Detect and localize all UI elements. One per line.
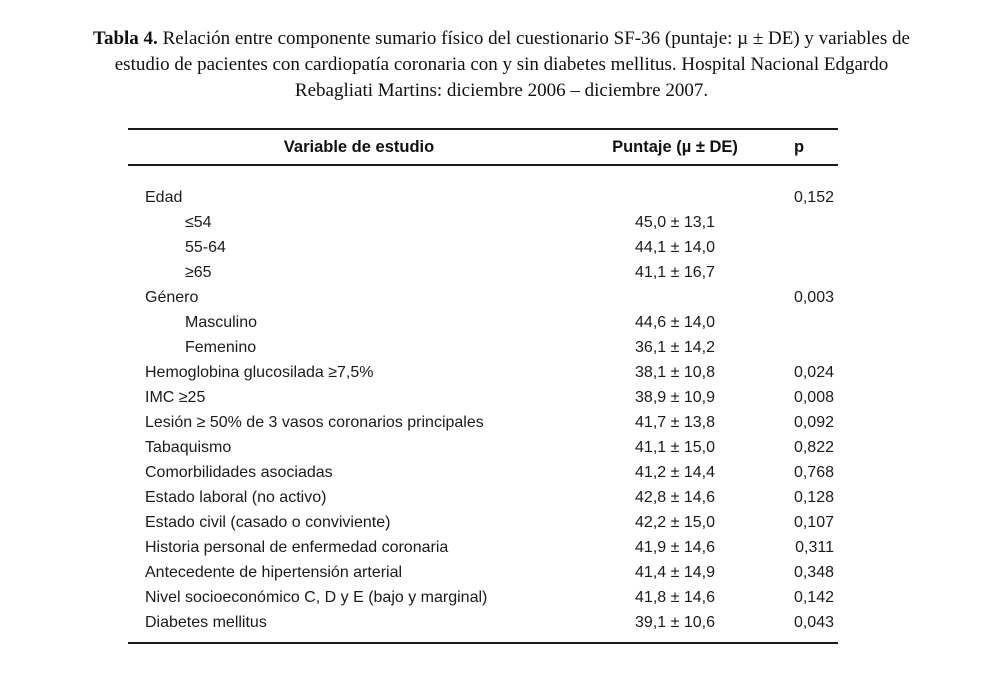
row-p: 0,024 (793, 363, 834, 381)
row-p: 0,768 (793, 463, 834, 481)
row-variable: Estado laboral (no activo) (145, 488, 327, 506)
table-header-rule (128, 164, 838, 166)
caption-line-3: Rebagliati Martins: diciembre 2006 – dic… (294, 80, 709, 101)
row-variable: Hemoglobina glucosilada ≥7,5% (145, 363, 374, 381)
caption-line-1: Tabla 4. Relación entre componente sumar… (0, 26, 1003, 52)
row-variable: Historia personal de enfermedad coronari… (145, 538, 449, 556)
column-header-p: p (793, 137, 805, 156)
table-row: Diabetes mellitus 39,1 ± 10,6 0,043 (128, 610, 838, 635)
row-puntaje: 36,1 ± 14,2 (635, 338, 715, 356)
column-header-variable: Variable de estudio (283, 137, 435, 156)
row-p: 0,128 (793, 488, 834, 506)
row-variable: ≤54 (185, 213, 212, 231)
row-p: 0,152 (793, 188, 834, 206)
row-p: 0,003 (793, 288, 834, 306)
row-puntaje: 41,1 ± 15,0 (635, 438, 715, 456)
table-body: Edad 0,152 ≤54 45,0 ± 13,1 55-64 44,1 ± 14,0 ≥… (128, 166, 838, 642)
row-p: 0,008 (793, 388, 834, 406)
row-puntaje: 42,2 ± 15,0 (635, 513, 715, 531)
row-p: 0,107 (793, 513, 834, 531)
column-header-puntaje: Puntaje (µ ± DE) (612, 137, 738, 156)
table-top-rule (128, 128, 838, 130)
table-row: 55-64 44,1 ± 14,0 (128, 235, 838, 260)
row-variable: Comorbilidades asociadas (145, 463, 333, 481)
row-variable: Masculino (185, 313, 258, 331)
row-puntaje: 41,8 ± 14,6 (635, 588, 715, 606)
row-p: 0,348 (793, 563, 834, 581)
table-row: Hemoglobina glucosilada ≥7,5% 38,1 ± 10,8… (128, 360, 838, 385)
caption-line-2: estudio de pacientes con cardiopatía cor… (114, 54, 889, 75)
row-variable: IMC ≥25 (145, 388, 206, 406)
table-bottom-rule (128, 642, 838, 644)
row-puntaje: 39,1 ± 10,6 (635, 613, 715, 631)
row-puntaje: 41,4 ± 14,9 (635, 563, 715, 581)
row-puntaje: 41,7 ± 13,8 (635, 413, 715, 431)
row-puntaje: 41,9 ± 14,6 (635, 538, 715, 556)
row-variable: ≥65 (185, 263, 212, 281)
row-variable: Tabaquismo (145, 438, 232, 456)
row-puntaje: 42,8 ± 14,6 (635, 488, 715, 506)
row-variable: Edad (145, 188, 183, 206)
row-puntaje: 41,1 ± 16,7 (635, 263, 715, 281)
table-row: Femenino 36,1 ± 14,2 (128, 335, 838, 360)
table-row: Tabaquismo 41,1 ± 15,0 0,822 (128, 435, 838, 460)
caption-line-1-text: Relación entre componente sumario físico… (157, 28, 910, 49)
data-table: Variable de estudio Puntaje (µ ± DE) p E… (128, 128, 838, 644)
row-puntaje: 45,0 ± 13,1 (635, 213, 715, 231)
caption-table-number: Tabla 4. (93, 28, 158, 49)
row-variable: Femenino (185, 338, 257, 356)
row-puntaje: 44,6 ± 14,0 (635, 313, 715, 331)
row-variable: 55-64 (185, 238, 226, 256)
table-row: Género 0,003 (128, 285, 838, 310)
table-row: IMC ≥25 38,9 ± 10,9 0,008 (128, 385, 838, 410)
row-puntaje: 38,1 ± 10,8 (635, 363, 715, 381)
table-row: Edad 0,152 (128, 185, 838, 210)
row-puntaje: 38,9 ± 10,9 (635, 388, 715, 406)
row-variable: Género (145, 288, 199, 306)
row-variable: Lesión ≥ 50% de 3 vasos coronarios princ… (145, 413, 484, 431)
row-variable: Nivel socioeconómico C, D y E (bajo y ma… (145, 588, 488, 606)
table-row: ≤54 45,0 ± 13,1 (128, 210, 838, 235)
row-p: 0,092 (793, 413, 834, 431)
table-row: Masculino 44,6 ± 14,0 (128, 310, 838, 335)
row-p: 0,043 (793, 613, 834, 631)
table-header-row: Variable de estudio Puntaje (µ ± DE) p (128, 130, 838, 164)
row-variable: Antecedente de hipertensión arterial (145, 563, 403, 581)
row-puntaje: 41,2 ± 14,4 (635, 463, 715, 481)
row-p: 0,311 (795, 538, 834, 556)
row-p: 0,822 (793, 438, 834, 456)
table-row: Nivel socioeconómico C, D y E (bajo y ma… (128, 585, 838, 610)
row-variable: Diabetes mellitus (145, 613, 267, 631)
table-row: Estado civil (casado o conviviente) 42,2 … (128, 510, 838, 535)
table-row: Estado laboral (no activo) 42,8 ± 14,6 0,1… (128, 485, 838, 510)
table-row: Historia personal de enfermedad coronari… (128, 535, 838, 560)
row-puntaje: 44,1 ± 14,0 (635, 238, 715, 256)
table-row: Lesión ≥ 50% de 3 vasos coronarios princ… (128, 410, 838, 435)
table-row: Comorbilidades asociadas 41,2 ± 14,4 0,768 (128, 460, 838, 485)
row-variable: Estado civil (casado o conviviente) (145, 513, 391, 531)
table-row: ≥65 41,1 ± 16,7 (128, 260, 838, 285)
table-row: Antecedente de hipertensión arterial 41,4… (128, 560, 838, 585)
row-p: 0,142 (793, 588, 834, 606)
table-caption: Tabla 4. Relación entre componente sumar… (0, 26, 1003, 104)
